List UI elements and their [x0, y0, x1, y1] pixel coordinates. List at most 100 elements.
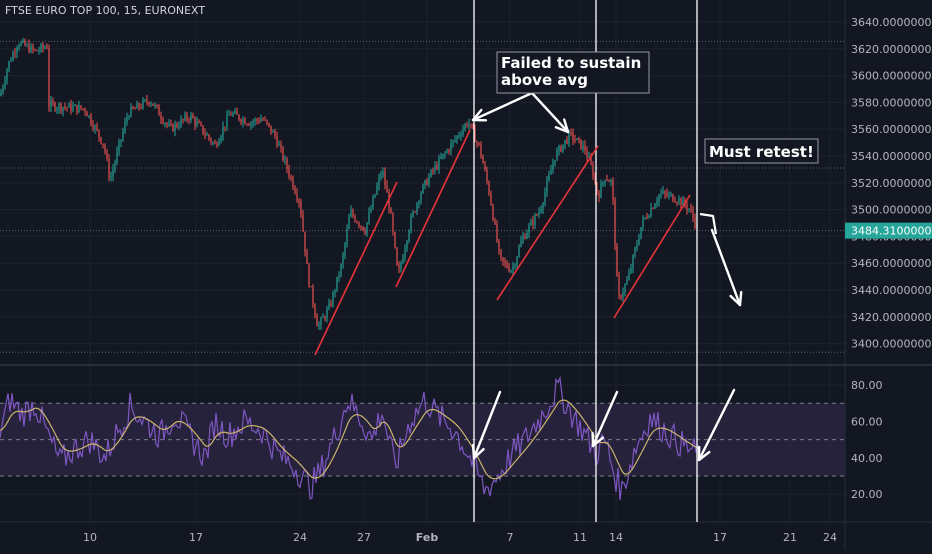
candle-body — [490, 193, 492, 205]
price-tick-label: 3580.00000000 — [851, 96, 932, 109]
time-tick-label: 21 — [783, 531, 797, 544]
candle-body — [14, 52, 16, 54]
candle-body — [520, 240, 522, 247]
candle-body — [478, 142, 480, 145]
symbol-title: FTSE EURO TOP 100, 15, EURONEXT — [5, 4, 206, 17]
candle-body — [682, 199, 684, 206]
candle-body — [628, 272, 630, 280]
candle-body — [44, 47, 46, 49]
candle-body — [606, 179, 608, 181]
candle-body — [234, 111, 236, 114]
annotation-arrow-head — [471, 108, 488, 122]
candle-body — [670, 194, 672, 196]
candle-body — [470, 123, 472, 125]
candle-body — [642, 218, 644, 228]
candle-body — [180, 119, 182, 127]
candle-body — [200, 122, 202, 126]
candle-body — [418, 201, 420, 204]
candle-body — [476, 142, 478, 144]
candle-body — [162, 119, 164, 124]
candle-body — [654, 204, 656, 209]
candle-body — [618, 276, 620, 296]
rsi-band-fill — [0, 403, 845, 476]
candle-body — [414, 211, 416, 213]
candle-body — [122, 131, 124, 140]
candle-body — [548, 174, 550, 181]
candle-body — [218, 141, 220, 146]
axes: 3640.00000000 3620.00000000 3600.00000000 3… — [83, 16, 932, 544]
candle-body — [146, 99, 148, 103]
time-tick-label: 17 — [189, 531, 203, 544]
candle-body — [686, 205, 688, 210]
candle-body — [104, 145, 106, 152]
candle-body — [284, 158, 286, 160]
candle-body — [430, 169, 432, 177]
candle-body — [66, 107, 68, 109]
candle-body — [62, 107, 64, 112]
candle-body — [256, 119, 258, 121]
annotation-chevron — [699, 212, 718, 235]
candle-body — [578, 138, 580, 140]
candle-body — [58, 103, 60, 109]
candle-body — [546, 180, 548, 192]
candle-body — [252, 121, 254, 123]
candle-body — [562, 144, 564, 152]
annotation-arrow-head — [554, 118, 570, 134]
candle-body — [246, 124, 248, 126]
candle-body — [224, 126, 226, 128]
candle-body — [538, 211, 540, 215]
price-tick-label: 3600.00000000 — [851, 70, 932, 83]
candle-body — [536, 214, 538, 216]
time-tick-label: 24 — [823, 531, 837, 544]
candle-body — [534, 214, 536, 225]
candle-body — [612, 180, 614, 200]
candle-body — [390, 208, 392, 214]
candle-body — [190, 114, 192, 120]
candle-body — [310, 286, 312, 288]
candle-body — [250, 122, 252, 126]
candle-body — [22, 40, 24, 43]
candle-body — [568, 131, 570, 144]
candle-body — [160, 115, 162, 120]
candle-body — [580, 139, 582, 150]
candle-body — [410, 216, 412, 232]
candle-body — [172, 124, 174, 132]
annotation-arrow — [471, 91, 534, 122]
trendline — [314, 181, 398, 356]
price-tick-label: 3620.00000000 — [851, 43, 932, 56]
candle-body — [302, 214, 304, 232]
candle-body — [170, 124, 172, 126]
candle-body — [204, 133, 206, 135]
failed-note-box — [496, 51, 650, 94]
candle-body — [674, 201, 676, 203]
candle-body — [460, 134, 462, 136]
candle-body — [130, 106, 132, 117]
candle-body — [148, 102, 150, 105]
candle-body — [352, 210, 354, 217]
candle-body — [288, 168, 290, 177]
candle-body — [316, 315, 318, 327]
candle-body — [666, 193, 668, 196]
price-tick-label: 3640.00000000 — [851, 16, 932, 29]
candle-body — [222, 126, 224, 137]
candle-body — [516, 256, 518, 266]
rsi-tick-label: 20.00 — [851, 488, 883, 501]
rsi-ma-line — [0, 399, 699, 480]
candle-body — [680, 198, 682, 206]
candle-body — [188, 119, 190, 121]
candle-body — [140, 107, 142, 109]
candle-body — [304, 231, 306, 253]
time-tick-label: 17 — [713, 531, 727, 544]
candle-body — [166, 123, 168, 125]
candle-body — [124, 121, 126, 132]
candle-body — [656, 201, 658, 205]
candle-body — [120, 139, 122, 143]
candle-body — [644, 217, 646, 219]
candle-body — [330, 303, 332, 306]
candle-body — [508, 267, 510, 272]
candle-body — [370, 208, 372, 213]
candle-body — [458, 135, 460, 137]
candle-body — [566, 139, 568, 144]
